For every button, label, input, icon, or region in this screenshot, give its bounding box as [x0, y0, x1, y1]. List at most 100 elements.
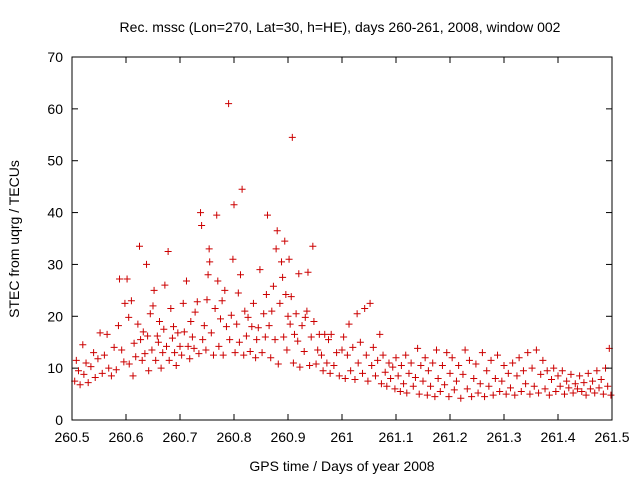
data-point-marker	[114, 322, 122, 330]
data-point-marker	[171, 349, 179, 357]
data-point-marker	[96, 329, 104, 337]
data-point-marker	[309, 242, 317, 250]
data-point-marker	[274, 360, 282, 368]
x-tick-label: 261.1	[378, 429, 413, 445]
data-point-marker	[374, 356, 382, 364]
data-point-marker	[209, 351, 217, 359]
data-point-marker	[197, 209, 205, 217]
data-point-marker	[74, 367, 82, 375]
data-point-marker	[242, 332, 250, 340]
data-point-marker	[285, 255, 293, 263]
data-point-marker	[379, 351, 387, 359]
data-point-marker	[150, 286, 158, 294]
data-point-marker	[87, 363, 95, 371]
data-point-marker	[515, 354, 523, 362]
data-point-marker	[586, 385, 594, 393]
data-point-marker	[193, 298, 201, 306]
data-point-marker	[341, 375, 349, 383]
data-point-marker	[184, 342, 192, 350]
data-point-marker	[573, 385, 581, 393]
x-tick-label: 261.4	[540, 429, 575, 445]
data-point-marker	[307, 333, 315, 341]
data-point-marker	[279, 273, 287, 281]
x-axis-label: GPS time / Days of year 2008	[249, 458, 434, 474]
data-point-marker	[563, 377, 571, 385]
plot-frame	[71, 56, 613, 421]
data-point-marker	[79, 341, 87, 349]
data-point-marker	[391, 385, 399, 393]
data-point-marker	[347, 367, 355, 375]
y-tick-label: 30	[47, 256, 63, 272]
data-point-marker	[448, 354, 456, 362]
data-point-marker	[539, 356, 547, 364]
data-point-marker	[415, 390, 423, 398]
chart-title: Rec. mssc (Lon=270, Lat=30, h=HE), days …	[120, 19, 561, 35]
data-point-marker	[263, 211, 271, 219]
data-point-marker	[238, 185, 246, 193]
data-point-marker	[159, 349, 167, 357]
data-point-marker	[226, 336, 234, 344]
data-point-marker	[153, 332, 161, 340]
data-point-marker	[289, 359, 297, 367]
data-point-marker	[287, 293, 295, 301]
data-point-marker	[154, 338, 162, 346]
data-point-marker	[105, 364, 113, 372]
data-point-marker	[434, 375, 442, 383]
data-point-marker	[261, 333, 269, 341]
data-point-marker	[273, 227, 281, 235]
data-point-marker	[120, 358, 128, 366]
data-point-marker	[554, 372, 562, 380]
data-point-marker	[295, 270, 303, 278]
data-point-marker	[76, 381, 84, 389]
data-point-marker	[199, 336, 207, 344]
data-point-marker	[558, 367, 566, 375]
data-point-marker	[240, 351, 248, 359]
data-point-marker	[470, 375, 478, 383]
x-tick-label: 261	[330, 429, 354, 445]
data-point-marker	[269, 282, 277, 290]
data-point-marker	[260, 310, 268, 318]
data-point-marker	[541, 385, 549, 393]
data-point-marker	[72, 356, 80, 364]
data-point-marker	[206, 258, 214, 266]
data-point-marker	[396, 387, 404, 395]
data-point-marker	[489, 391, 497, 399]
data-point-marker	[294, 337, 302, 345]
data-point-marker	[455, 362, 463, 370]
data-point-marker	[340, 333, 348, 341]
data-point-marker	[338, 346, 346, 354]
data-point-marker	[123, 275, 131, 283]
data-point-marker	[543, 367, 551, 375]
data-point-marker	[361, 305, 369, 313]
data-point-marker	[321, 330, 329, 338]
y-tick-label: 50	[47, 153, 63, 169]
data-point-marker	[262, 291, 270, 299]
data-point-marker	[552, 387, 560, 395]
data-point-marker	[265, 322, 273, 330]
data-point-marker	[411, 373, 419, 381]
data-point-marker	[433, 346, 440, 354]
data-point-marker	[556, 382, 564, 390]
data-point-marker	[258, 349, 266, 357]
data-point-marker	[132, 353, 140, 361]
data-point-marker	[207, 329, 215, 337]
data-point-marker	[167, 305, 175, 313]
data-point-marker	[371, 372, 379, 380]
data-point-marker	[200, 322, 208, 330]
x-tick-label: 261.3	[486, 429, 521, 445]
data-point-marker	[427, 382, 435, 390]
data-point-marker	[500, 362, 508, 370]
data-point-marker	[513, 372, 521, 380]
data-point-marker	[550, 364, 558, 372]
data-point-marker	[298, 322, 306, 330]
data-point-marker	[599, 390, 607, 398]
data-point-marker	[145, 367, 153, 375]
data-point-marker	[233, 320, 241, 328]
data-point-marker	[178, 351, 186, 359]
data-point-marker	[125, 360, 133, 368]
data-point-marker	[268, 307, 276, 315]
data-point-marker	[204, 271, 212, 279]
data-point-marker	[301, 313, 309, 321]
data-point-marker	[172, 362, 180, 370]
data-point-marker	[317, 351, 325, 359]
